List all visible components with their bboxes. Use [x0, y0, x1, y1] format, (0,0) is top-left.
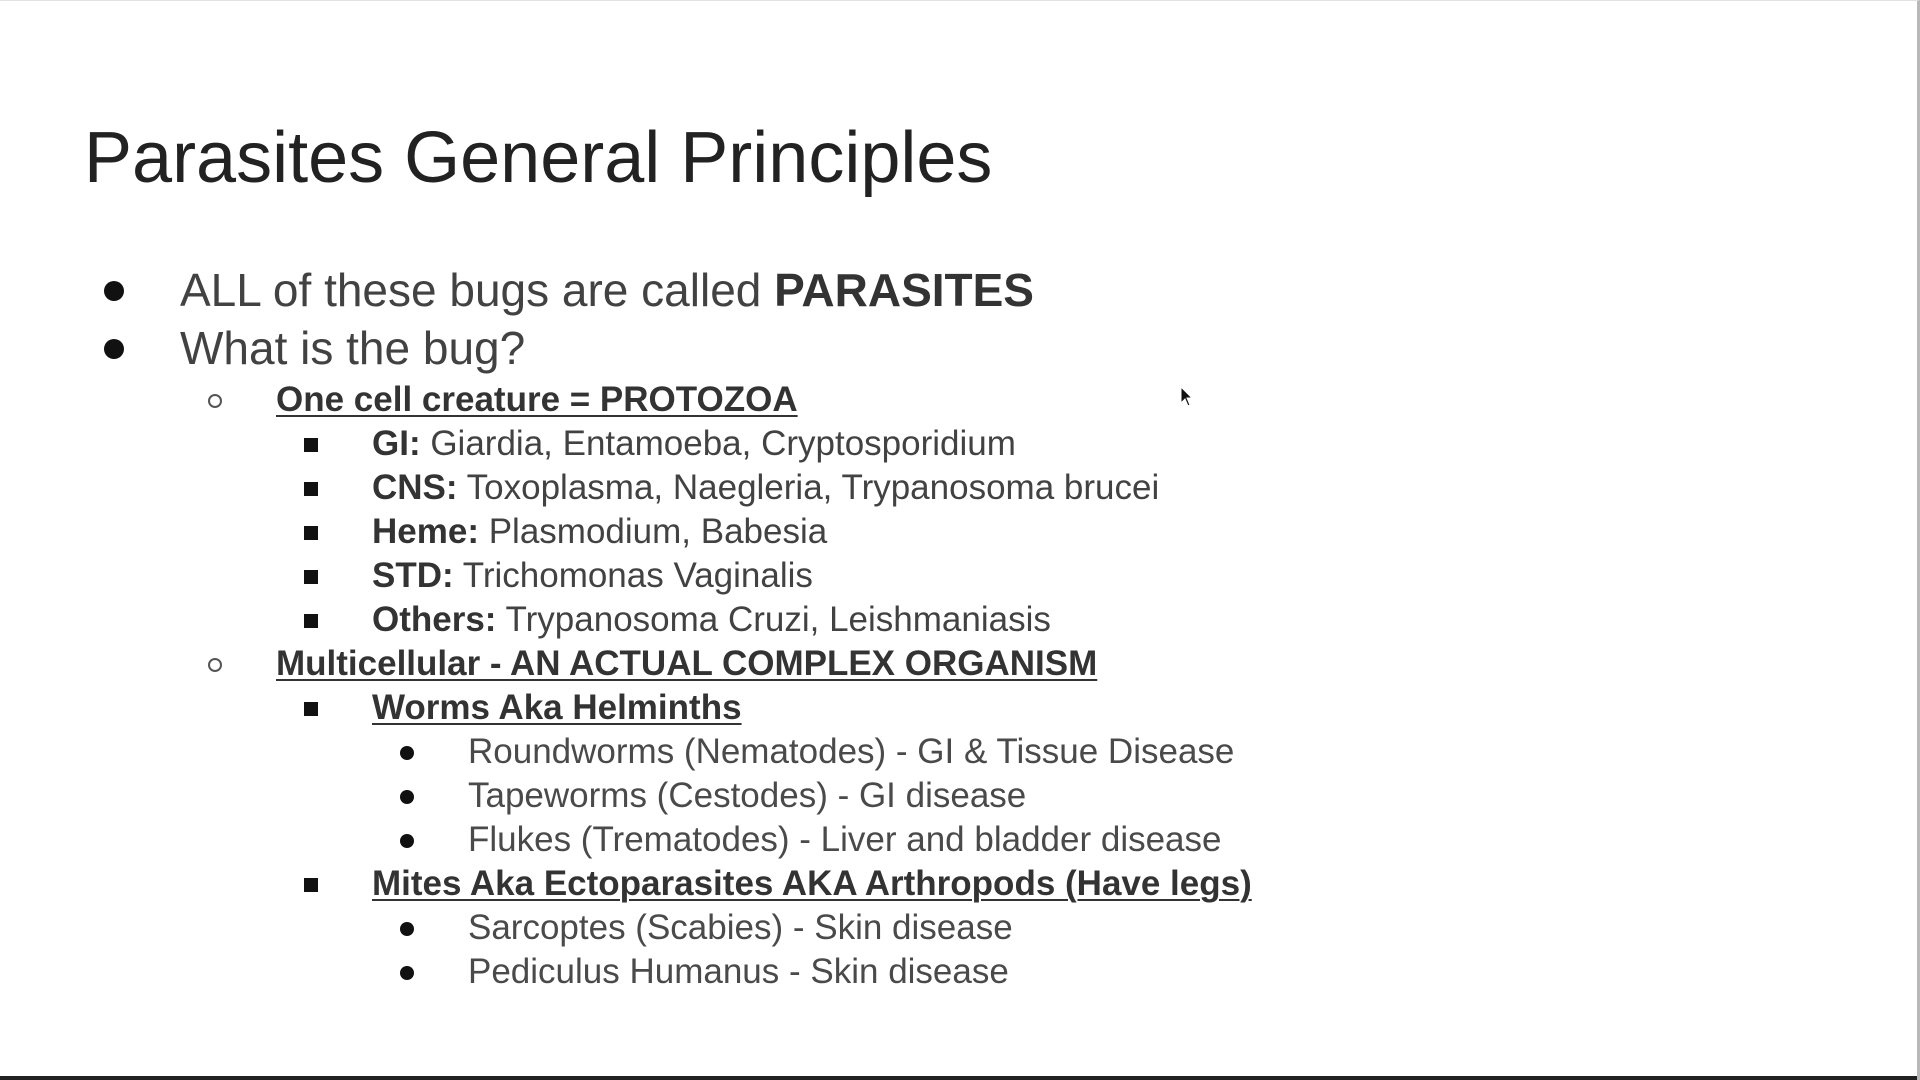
worm-item-text: Roundworms (Nematodes) - GI & Tissue Dis…	[468, 732, 1235, 771]
worms-heading: Worms Aka Helminths	[304, 686, 742, 730]
worms-heading-text: Worms Aka Helminths	[372, 688, 742, 727]
protozoa-item: Heme: Plasmodium, Babesia	[304, 510, 827, 554]
bullet-square-icon	[304, 482, 318, 496]
protozoa-item-label: GI:	[372, 424, 421, 463]
mite-item-text: Sarcoptes (Scabies) - Skin disease	[468, 908, 1013, 947]
bullet-square-icon	[304, 878, 318, 892]
bullet-disc-icon	[104, 339, 124, 359]
protozoa-item-text: Plasmodium, Babesia	[478, 512, 828, 551]
protozoa-item-label: Heme:	[372, 512, 479, 551]
bullet-parasites-strong: PARASITES	[774, 264, 1034, 316]
bullet-square-icon	[304, 570, 318, 584]
bottom-border	[0, 1076, 1917, 1080]
protozoa-item-label: STD:	[372, 556, 454, 595]
bullet-disc-icon	[104, 281, 124, 301]
bullet-disc-icon	[400, 922, 414, 936]
bullet-square-icon	[304, 526, 318, 540]
bullet-what-is-bug: What is the bug?	[104, 319, 525, 377]
worm-item-text: Flukes (Trematodes) - Liver and bladder …	[468, 820, 1222, 859]
bullet-parasites-text: ALL of these bugs are called	[180, 264, 775, 316]
protozoa-item-text: Toxoplasma, Naegleria, Trypanosoma bruce…	[457, 468, 1160, 507]
protozoa-heading-text: One cell creature = PROTOZOA	[276, 380, 798, 419]
protozoa-item: Others: Trypanosoma Cruzi, Leishmaniasis	[304, 598, 1051, 642]
protozoa-item-text: Trichomonas Vaginalis	[453, 556, 813, 595]
bullet-disc-icon	[400, 834, 414, 848]
mite-item-text: Pediculus Humanus - Skin disease	[468, 952, 1009, 991]
bullet-circle-icon	[208, 658, 222, 672]
slide-title: Parasites General Principles	[84, 118, 993, 198]
bullet-circle-icon	[208, 394, 222, 408]
protozoa-item: STD: Trichomonas Vaginalis	[304, 554, 813, 598]
mites-heading-text: Mites Aka Ectoparasites AKA Arthropods (…	[372, 864, 1252, 903]
mouse-cursor-icon	[1180, 386, 1194, 407]
bullet-square-icon	[304, 438, 318, 452]
protozoa-heading: One cell creature = PROTOZOA	[208, 378, 798, 422]
mite-item: Sarcoptes (Scabies) - Skin disease	[400, 906, 1013, 950]
bullet-disc-icon	[400, 790, 414, 804]
bullet-square-icon	[304, 702, 318, 716]
mites-heading: Mites Aka Ectoparasites AKA Arthropods (…	[304, 862, 1252, 906]
protozoa-item: GI: Giardia, Entamoeba, Cryptosporidium	[304, 422, 1016, 466]
bullet-what-is-bug-text: What is the bug?	[180, 322, 526, 374]
multicellular-heading: Multicellular - AN ACTUAL COMPLEX ORGANI…	[208, 642, 1097, 686]
worm-item: Roundworms (Nematodes) - GI & Tissue Dis…	[400, 730, 1234, 774]
protozoa-item-label: Others:	[372, 600, 497, 639]
protozoa-item: CNS: Toxoplasma, Naegleria, Trypanosoma …	[304, 466, 1159, 510]
mite-item: Pediculus Humanus - Skin disease	[400, 950, 1009, 994]
worm-item-text: Tapeworms (Cestodes) - GI disease	[468, 776, 1027, 815]
bullet-parasites: ALL of these bugs are called PARASITES	[104, 261, 1034, 319]
protozoa-item-label: CNS:	[372, 468, 458, 507]
multicellular-heading-text: Multicellular - AN ACTUAL COMPLEX ORGANI…	[276, 644, 1098, 683]
bullet-square-icon	[304, 614, 318, 628]
protozoa-item-text: Trypanosoma Cruzi, Leishmaniasis	[496, 600, 1051, 639]
protozoa-item-text: Giardia, Entamoeba, Cryptosporidium	[420, 424, 1016, 463]
bullet-disc-icon	[400, 746, 414, 760]
worm-item: Flukes (Trematodes) - Liver and bladder …	[400, 818, 1222, 862]
worm-item: Tapeworms (Cestodes) - GI disease	[400, 774, 1026, 818]
bullet-disc-icon	[400, 966, 414, 980]
